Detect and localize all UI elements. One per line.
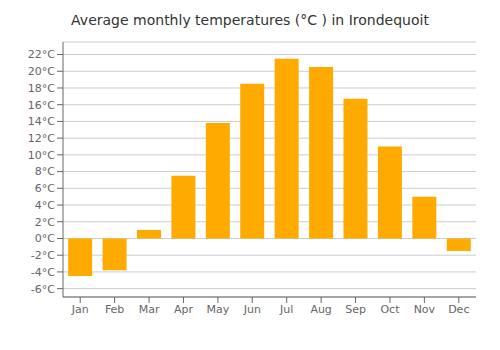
svg-text:8°C: 8°C (35, 165, 55, 178)
svg-text:6°C: 6°C (35, 182, 55, 195)
svg-text:Aug: Aug (310, 303, 331, 316)
svg-text:4°C: 4°C (35, 199, 55, 212)
svg-text:-2°C: -2°C (31, 249, 55, 262)
svg-text:Jan: Jan (71, 303, 89, 316)
svg-text:0°C: 0°C (35, 232, 55, 245)
svg-text:Jul: Jul (279, 303, 293, 316)
svg-text:22°C: 22°C (28, 48, 55, 61)
svg-text:May: May (207, 303, 230, 316)
svg-text:2°C: 2°C (35, 216, 55, 229)
svg-text:Feb: Feb (105, 303, 124, 316)
svg-text:Sep: Sep (345, 303, 366, 316)
svg-text:-6°C: -6°C (31, 283, 55, 296)
svg-text:14°C: 14°C (28, 115, 55, 128)
svg-text:18°C: 18°C (28, 82, 55, 95)
svg-text:12°C: 12°C (28, 132, 55, 145)
svg-text:Oct: Oct (380, 303, 400, 316)
svg-text:10°C: 10°C (28, 149, 55, 162)
svg-text:Mar: Mar (139, 303, 160, 316)
svg-text:-4°C: -4°C (31, 266, 55, 279)
svg-text:16°C: 16°C (28, 99, 55, 112)
svg-text:Apr: Apr (174, 303, 194, 316)
html-text:Average monthly temperatures (: Average monthly temperatures (°C ) in Ir… (71, 12, 429, 28)
svg-text:20°C: 20°C (28, 65, 55, 78)
svg-text:Dec: Dec (448, 303, 469, 316)
svg-text:Nov: Nov (414, 303, 436, 316)
svg-text:Jun: Jun (243, 303, 261, 316)
